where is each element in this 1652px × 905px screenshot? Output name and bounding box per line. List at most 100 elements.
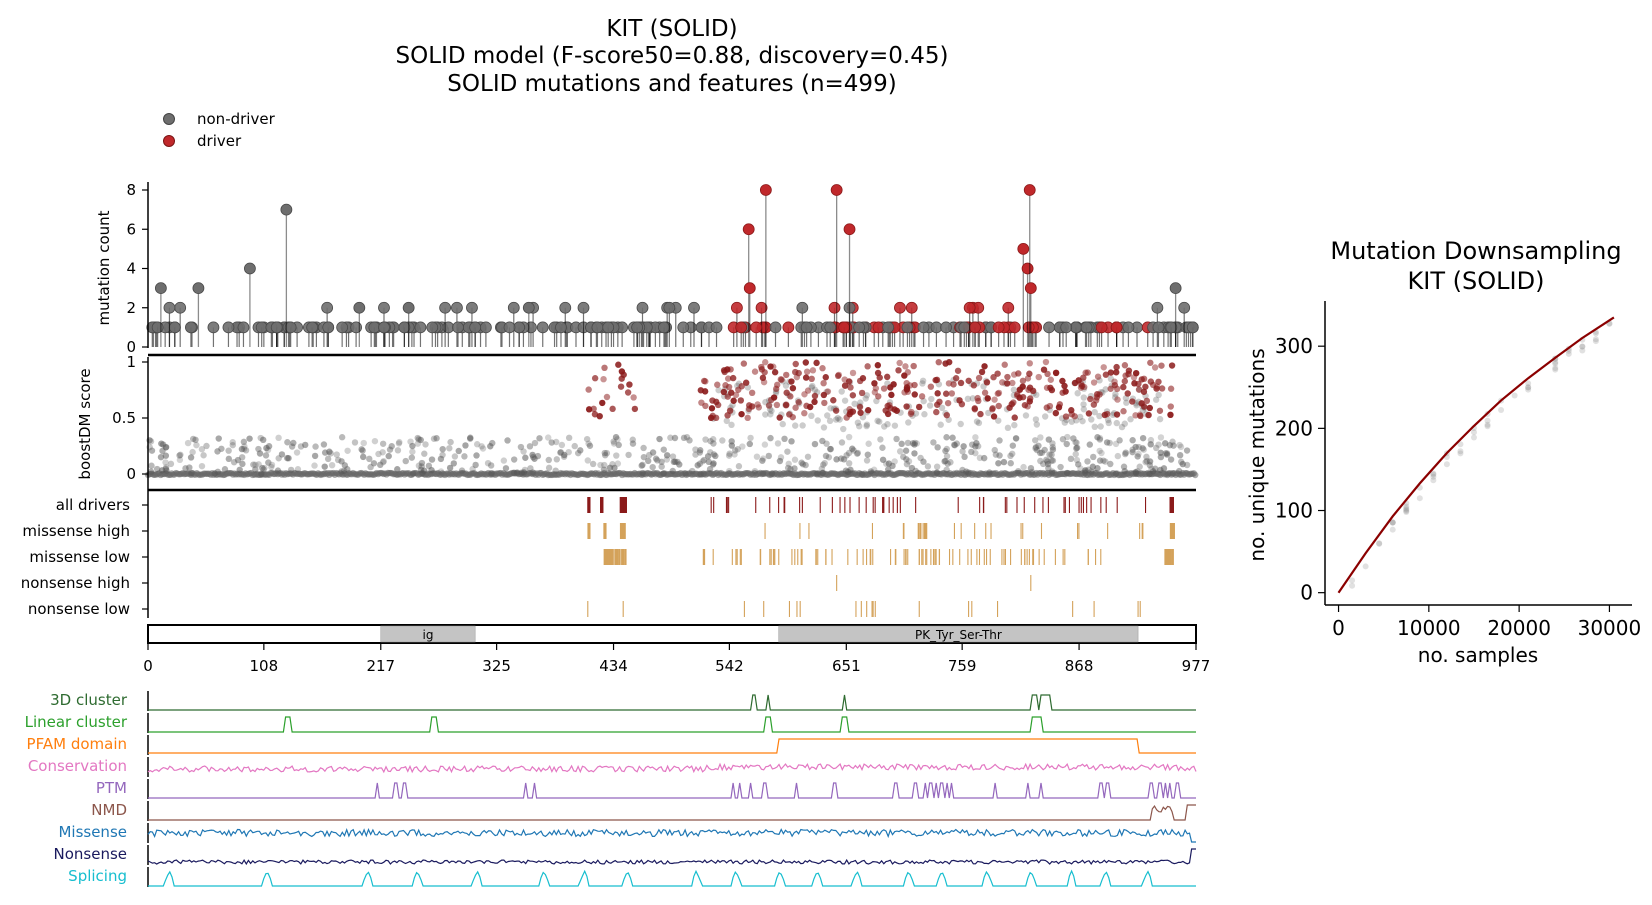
boostdm-point: [1155, 378, 1162, 385]
boostdm-point: [148, 447, 156, 454]
feature-tracks-panel: 3D cluster Linear cluster PFAM domain Conse…: [25, 691, 1197, 887]
boostdm-point: [238, 445, 246, 453]
boostdm-point: [911, 391, 918, 398]
downsampling-sample-point: [1552, 366, 1559, 373]
feature-track-label: PTM: [96, 779, 127, 797]
boostdm-point: [667, 434, 674, 441]
lollipop-point: [378, 321, 390, 334]
boostdm-point: [1086, 441, 1093, 448]
track-labels: all drivers missense high missense low nons…: [21, 496, 148, 618]
boostdm-point: [957, 379, 965, 387]
boostdm-point: [504, 437, 511, 444]
boostdm-point: [879, 444, 886, 451]
domain-box: [380, 625, 476, 643]
boostdm-point: [370, 460, 378, 467]
boostdm-point: [1143, 453, 1150, 461]
lollipop-point: [894, 301, 906, 314]
boostdm-point: [759, 470, 767, 478]
boostdm-point: [751, 368, 759, 375]
boostdm-point: [972, 434, 979, 441]
boostdm-point: [1068, 418, 1075, 425]
boostdm-point: [1026, 395, 1034, 402]
boostdm-point: [865, 440, 872, 447]
lollipop-point: [838, 321, 851, 334]
boostdm-point: [921, 411, 928, 418]
lollipop-point: [992, 321, 1005, 334]
lollipop-point: [244, 262, 256, 275]
boostdm-point: [838, 455, 845, 462]
boostdm-point: [697, 387, 705, 394]
feature-track-line: [148, 694, 1196, 711]
boostdm-point: [1081, 383, 1088, 391]
boostdm-point: [386, 446, 394, 453]
boostdm-point: [965, 377, 972, 384]
boostdm-point: [714, 381, 721, 388]
legend-label-driver: driver: [197, 132, 242, 150]
boostdm-point: [258, 470, 265, 478]
feature-track: PFAM domain: [27, 735, 1196, 755]
boostdm-point: [1113, 411, 1121, 418]
boostdm-point: [981, 363, 988, 370]
boostdm-point: [640, 453, 648, 461]
boostdm-point: [821, 399, 828, 407]
downsampling-sample-point: [1416, 495, 1423, 502]
boostdm-point: [862, 395, 869, 402]
boostdm-point: [229, 439, 236, 446]
feature-track-label: Nonsense: [54, 845, 128, 863]
track-label: nonsense low: [28, 600, 130, 618]
boostdm-point: [820, 391, 828, 399]
boostdm-point: [702, 402, 709, 410]
boostdm-point: [583, 435, 591, 443]
lollipop-point: [154, 282, 167, 295]
boostdm-point: [585, 386, 592, 393]
boostdm-point: [552, 438, 560, 446]
boostdm-point: [933, 469, 941, 476]
boostdm-point: [221, 466, 229, 473]
boostdm-point: [911, 381, 918, 389]
boostdm-point: [953, 440, 960, 447]
boostdm-point: [943, 411, 951, 419]
boostdm-point: [840, 425, 847, 433]
boostdm-point: [996, 452, 1003, 459]
downsampling-xlabel: no. samples: [1418, 643, 1538, 667]
boostdm-point: [462, 442, 469, 449]
boostdm-point: [630, 394, 637, 401]
boostdm-point: [903, 460, 911, 468]
boostdm-point: [1072, 450, 1079, 458]
domain-panel: ig PK_Tyr_Ser-Thr 0 108 217 325 434 542 651 759 8…: [143, 624, 1210, 675]
boostdm-point: [1098, 449, 1105, 457]
boostdm-point: [809, 367, 817, 374]
boostdm-point: [334, 456, 342, 464]
boostdm-point: [1024, 403, 1031, 410]
boostdm-point: [963, 468, 970, 475]
boostdm-point: [618, 375, 625, 382]
boostdm-point: [439, 451, 446, 459]
lollipop-point: [270, 321, 283, 334]
boostdm-point: [880, 385, 888, 392]
boostdm-point: [240, 445, 248, 453]
lollipop-point: [336, 321, 349, 334]
boostdm-point: [268, 463, 275, 471]
boostdm-point: [783, 389, 790, 396]
boostdm-point: [789, 413, 796, 421]
feature-track: NMD: [91, 801, 1196, 821]
boostdm-point: [900, 453, 907, 461]
boostdm-point: [970, 382, 978, 389]
lollipop-point: [1122, 321, 1135, 334]
boostdm-point: [230, 458, 238, 466]
boostdm-point: [725, 383, 733, 391]
boostdm-point: [344, 466, 351, 473]
boostdm-point: [838, 439, 846, 446]
boostdm-point: [418, 463, 425, 470]
downsampling-sample-point: [1498, 407, 1505, 414]
boostdm-point: [845, 460, 853, 467]
boostdm-point: [836, 416, 843, 423]
boostdm-point: [1146, 458, 1154, 465]
boostdm-point: [1043, 404, 1051, 411]
lollipop-point: [882, 321, 895, 334]
boostdm-point: [1090, 379, 1098, 386]
boostdm-panel: 00.51 boostDM score: [76, 353, 1199, 490]
boostdm-point: [784, 448, 791, 455]
lollipop-tick-label: 8: [126, 181, 136, 199]
boostdm-point: [599, 399, 606, 407]
